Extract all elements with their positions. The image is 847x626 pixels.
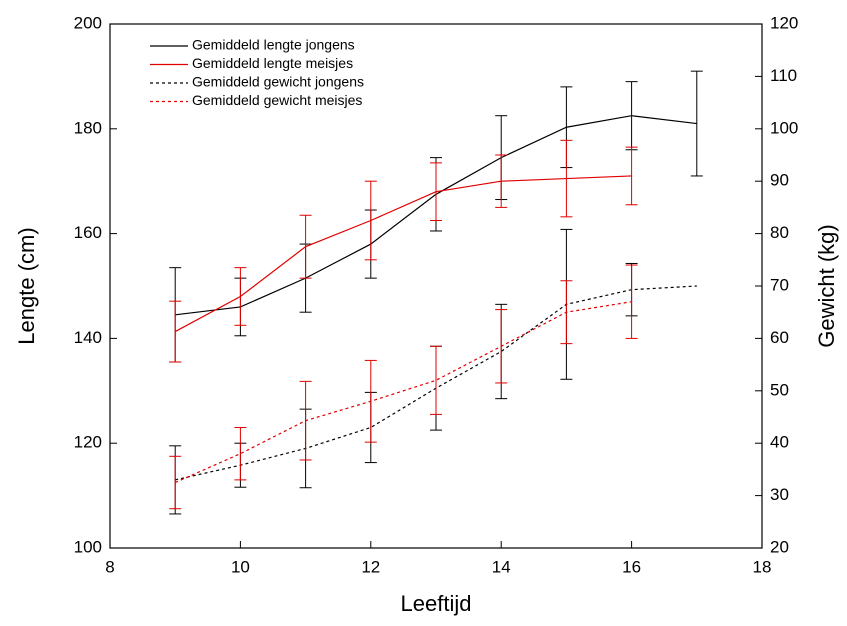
x-tick-label: 8	[105, 557, 114, 576]
series-line	[174, 301, 632, 484]
y2-tick-label: 50	[770, 380, 789, 399]
x-tick-label: 18	[753, 557, 772, 576]
y-tick-label: 120	[74, 433, 102, 452]
y2-tick-label: 110	[770, 66, 797, 85]
y-tick-label: 180	[74, 118, 102, 137]
y2-tick-label: 80	[770, 223, 789, 242]
y2-tick-label: 90	[770, 171, 789, 190]
y-tick-label: 200	[74, 13, 102, 32]
y2-tick-label: 60	[770, 328, 789, 347]
x-tick-label: 16	[622, 557, 641, 576]
series-line	[174, 175, 632, 333]
legend-label: Gemiddeld lengte meisjes	[192, 55, 353, 71]
y2-tick-label: 70	[770, 275, 789, 294]
error-bar	[690, 70, 703, 177]
error-bar	[234, 426, 247, 481]
x-tick-label: 10	[231, 557, 250, 576]
y2-tick-label: 30	[770, 485, 789, 504]
x-tick-label: 12	[361, 557, 380, 576]
x-tick-label: 14	[492, 557, 511, 576]
legend-label: Gemiddeld gewicht meisjes	[192, 92, 362, 108]
y-tick-label: 160	[74, 223, 102, 242]
y-tick-label: 100	[74, 537, 102, 556]
x-axis-label: Leeftijd	[401, 591, 472, 616]
y2-tick-label: 20	[770, 537, 789, 556]
error-bar	[625, 146, 638, 206]
y2-tick-label: 100	[770, 118, 798, 137]
y-tick-label: 140	[74, 328, 102, 347]
y2-axis-label: Gewicht (kg)	[814, 224, 839, 347]
error-bar	[430, 345, 442, 415]
y-axis-label: Lengte (cm)	[14, 227, 39, 344]
legend-label: Gemiddeld lengte jongens	[192, 37, 355, 53]
legend-label: Gemiddeld gewicht jongens	[192, 74, 364, 90]
y2-tick-label: 40	[770, 433, 789, 452]
y2-tick-label: 120	[770, 13, 798, 32]
